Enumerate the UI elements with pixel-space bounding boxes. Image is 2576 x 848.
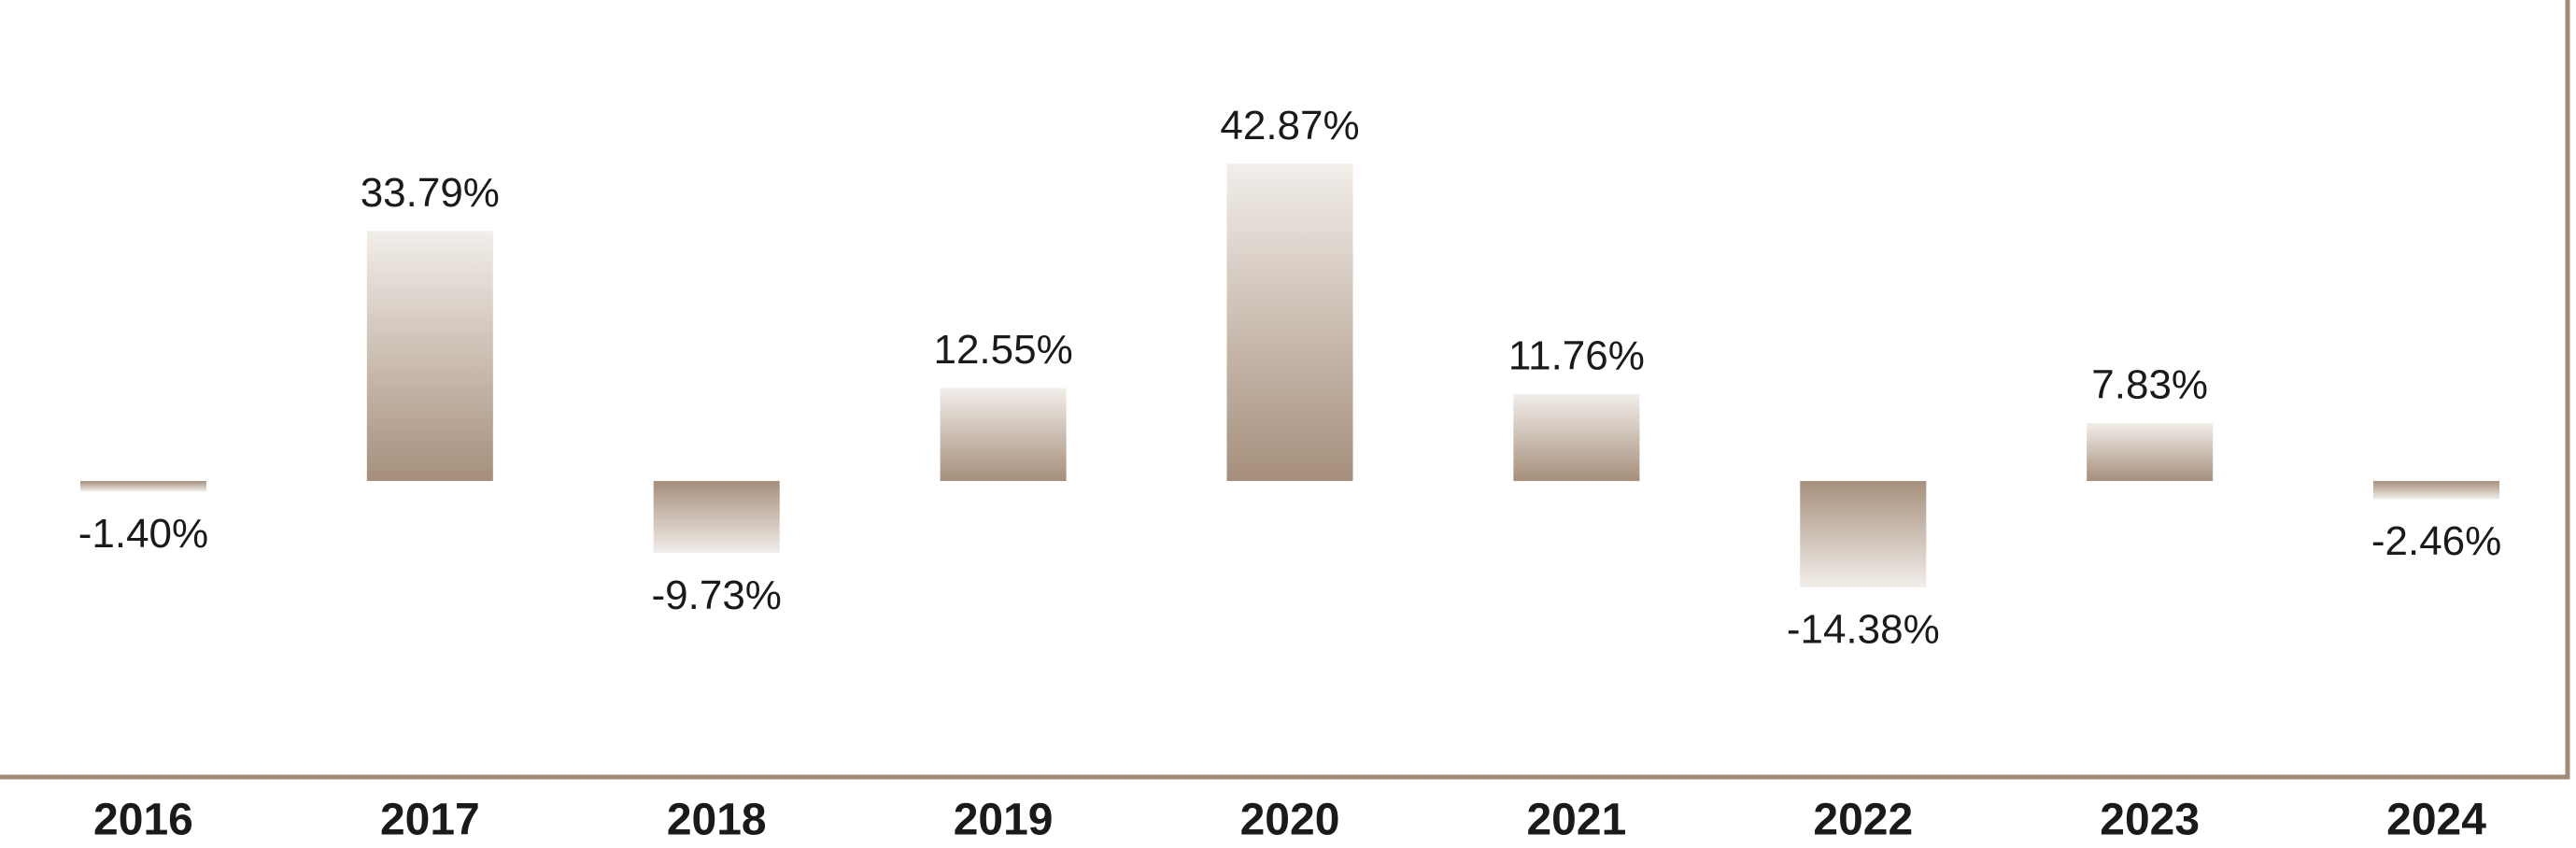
bar [2373,481,2500,500]
value-label: 11.76% [1508,332,1645,378]
value-label: -9.73% [652,572,782,618]
x-tick-label: 2016 [93,796,193,845]
x-tick-label: 2017 [380,796,480,845]
x-tick-label: 2023 [2100,796,2200,845]
value-label: 7.83% [2091,362,2208,408]
value-label: -1.40% [78,511,208,557]
value-label: -14.38% [1787,607,1940,653]
bar [1513,393,1640,482]
bar [1226,163,1353,482]
x-tick-label: 2024 [2386,796,2486,845]
bar [653,481,780,554]
bar [79,481,206,492]
bar [1800,481,1927,587]
value-label: 33.79% [361,170,500,216]
x-tick-label: 2020 [1240,796,1340,845]
value-label: -2.46% [2371,518,2501,564]
bar [366,231,493,482]
x-tick-label: 2018 [667,796,767,845]
value-label: 12.55% [933,327,1072,373]
bar [940,388,1067,482]
value-label: 42.87% [1220,103,1359,148]
x-tick-label: 2021 [1526,796,1626,845]
x-tick-label: 2019 [954,796,1054,845]
bar [2087,423,2214,482]
x-tick-label: 2022 [1813,796,1913,845]
